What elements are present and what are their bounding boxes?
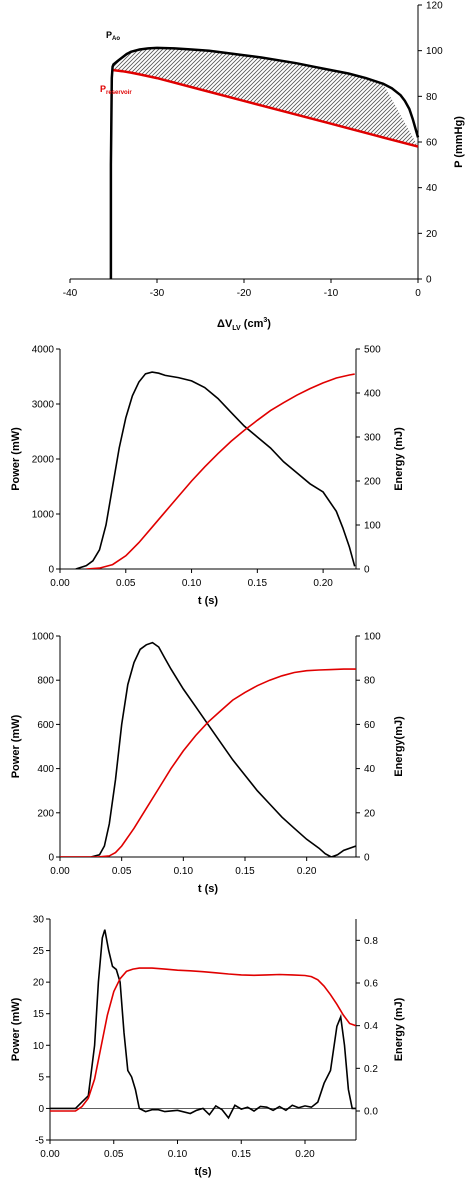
- y-tick-label: 20: [426, 229, 438, 240]
- y-tick-label: 40: [426, 183, 438, 194]
- x-tick-label: 0.20: [295, 1149, 315, 1160]
- pv-loop-panel: -40 -30 -20 -10 00 20 40 60 80 100 120 PAo Preservoi…: [63, 1, 465, 333]
- x-tick-label: 0.20: [313, 578, 333, 589]
- x-tick-label: 0.15: [248, 578, 268, 589]
- y-tick-label: 600: [37, 720, 54, 731]
- y-tick-label: 2000: [32, 455, 55, 466]
- y2-tick-label: 80: [364, 676, 376, 687]
- y2-tick-label: 0: [364, 853, 370, 864]
- y-tick-label: 25: [33, 946, 45, 957]
- y-tick-label: 30: [33, 915, 45, 926]
- y2-tick-label: 0.0: [364, 1106, 378, 1117]
- y2-tick-label: 0.2: [364, 1064, 378, 1075]
- energy-series-line: [86, 373, 355, 569]
- series-line-p-ao: [109, 46, 420, 279]
- series-label-p-reservoir: Preservoir: [100, 84, 132, 96]
- x-axis-label: ΔVLV (cm3): [217, 317, 271, 332]
- y-tick-label: 200: [37, 808, 54, 819]
- y2-tick-label: 0.4: [364, 1021, 378, 1032]
- y-tick-label: 1000: [32, 632, 55, 643]
- x-tick-label: -30: [150, 288, 165, 299]
- x-tick-label: 0.05: [112, 866, 132, 877]
- y2-axis-label: Energy (mJ): [393, 997, 405, 1061]
- x-tick-label: 0.20: [297, 866, 317, 877]
- power-energy-panel-2: 0.00 0.05 0.10 0.15 0.20 0 200 400 600 800 1000 0 20…: [10, 632, 405, 896]
- y2-tick-label: 0.8: [364, 936, 378, 947]
- series-line-p-reservoir: [113, 68, 419, 148]
- x-tick-label: 0.15: [235, 866, 255, 877]
- y-tick-label: 0: [48, 853, 54, 864]
- power-energy-panel-3: 0.00 0.05 0.10 0.15 0.20 -5 0 5 10 15 20 25 30 0.0 0.2…: [10, 915, 405, 1179]
- y-axis-label: P (mmHg): [453, 116, 465, 168]
- y2-tick-label: 20: [364, 808, 376, 819]
- y2-tick-label: 100: [364, 632, 381, 643]
- y-tick-label: 60: [426, 138, 438, 149]
- power-series-line: [50, 929, 356, 1120]
- y2-tick-label: 400: [364, 389, 381, 400]
- x-tick-label: 0.10: [182, 578, 202, 589]
- y-tick-label: 3000: [32, 400, 55, 411]
- y-tick-label: 1000: [32, 510, 55, 521]
- energy-series-line: [50, 967, 356, 1112]
- x-tick-label: 0.15: [232, 1149, 252, 1160]
- power-series-line: [75, 371, 356, 569]
- power-energy-panel-1: 0.00 0.05 0.10 0.15 0.20 0 1000 2000 3000 4000 0 10…: [10, 345, 405, 608]
- y-tick-label: 0: [38, 1104, 44, 1115]
- x-tick-label: 0.10: [168, 1149, 188, 1160]
- x-axis-label: t (s): [198, 883, 219, 895]
- x-tick-label: 0.05: [116, 578, 136, 589]
- x-tick-label: 0: [415, 288, 421, 299]
- y-tick-label: 5: [38, 1072, 44, 1083]
- y2-axis-label: Energy(mJ): [393, 716, 405, 777]
- y2-tick-label: 0: [364, 565, 370, 576]
- y2-tick-label: 60: [364, 720, 376, 731]
- x-axis-label: t(s): [194, 1166, 211, 1178]
- x-tick-label: 0.00: [50, 578, 70, 589]
- y-tick-label: 4000: [32, 345, 55, 356]
- y-tick-label: 400: [37, 764, 54, 775]
- y-tick-label: 0: [426, 275, 432, 286]
- energy-series-line: [60, 668, 356, 857]
- y-tick-label: 20: [33, 978, 45, 989]
- x-tick-label: -10: [324, 288, 339, 299]
- y-tick-label: 0: [48, 565, 54, 576]
- x-tick-label: -40: [63, 288, 78, 299]
- y-axis-label: Power (mW): [10, 427, 22, 491]
- y2-tick-label: 200: [364, 477, 381, 488]
- x-tick-label: 0.00: [40, 1149, 60, 1160]
- series-label-p-ao: PAo: [106, 30, 120, 42]
- hatched-area: [111, 47, 419, 147]
- x-tick-label: 0.10: [174, 866, 194, 877]
- y-tick-label: -5: [35, 1136, 44, 1147]
- x-tick-label: 0.05: [104, 1149, 124, 1160]
- y2-tick-label: 500: [364, 345, 381, 356]
- y2-axis-label: Energy (mJ): [393, 427, 405, 491]
- y-axis-label: Power (mW): [10, 714, 22, 778]
- x-tick-label: -20: [237, 288, 252, 299]
- y-tick-label: 15: [33, 1009, 45, 1020]
- y-tick-label: 80: [426, 92, 438, 103]
- x-tick-label: 0.00: [50, 866, 70, 877]
- y-axis-label: Power (mW): [10, 997, 22, 1061]
- x-axis-label: t (s): [198, 595, 219, 607]
- y2-tick-label: 40: [364, 764, 376, 775]
- y2-tick-label: 0.6: [364, 978, 378, 989]
- y-tick-label: 100: [426, 46, 443, 57]
- power-series-line: [60, 641, 356, 857]
- y-tick-label: 120: [426, 1, 443, 12]
- y-tick-label: 10: [33, 1041, 45, 1052]
- y2-tick-label: 100: [364, 521, 381, 532]
- y-tick-label: 800: [37, 676, 54, 687]
- y2-tick-label: 300: [364, 433, 381, 444]
